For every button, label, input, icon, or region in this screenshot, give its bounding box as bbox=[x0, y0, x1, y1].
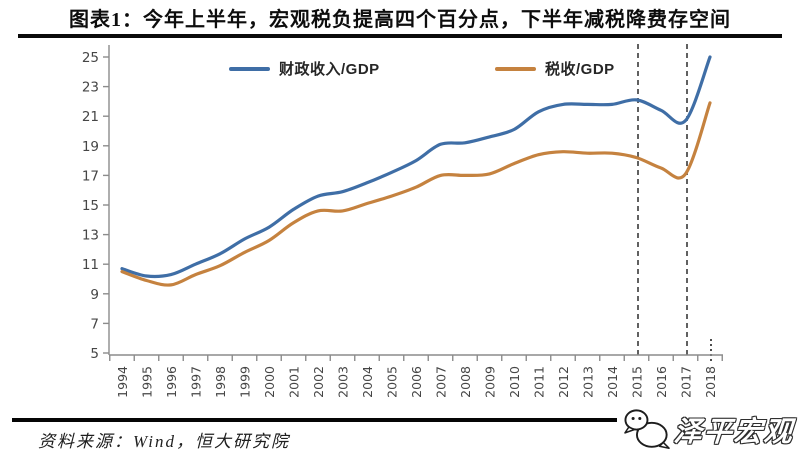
legend-item-fiscal: 财政收入/GDP bbox=[229, 58, 380, 79]
fiscal-line-swatch bbox=[229, 66, 270, 71]
svg-text:2018: 2018 bbox=[703, 366, 718, 398]
svg-text:2015: 2015 bbox=[630, 366, 645, 398]
title-divider bbox=[18, 34, 782, 38]
svg-text:2011: 2011 bbox=[532, 366, 547, 398]
svg-text:2017: 2017 bbox=[679, 366, 694, 398]
svg-text:1997: 1997 bbox=[189, 366, 204, 398]
svg-text:21: 21 bbox=[82, 109, 99, 125]
svg-text:5: 5 bbox=[90, 346, 99, 362]
svg-text:2000: 2000 bbox=[262, 366, 277, 398]
svg-text:23: 23 bbox=[82, 80, 99, 96]
svg-text:2007: 2007 bbox=[434, 366, 449, 398]
svg-text:25: 25 bbox=[82, 50, 99, 66]
svg-text:2006: 2006 bbox=[409, 366, 424, 398]
svg-text:13: 13 bbox=[82, 228, 99, 244]
svg-text:2001: 2001 bbox=[287, 366, 302, 398]
svg-text:2014: 2014 bbox=[605, 366, 620, 398]
svg-text:1998: 1998 bbox=[213, 366, 228, 398]
svg-text:1995: 1995 bbox=[140, 366, 155, 398]
svg-text:2009: 2009 bbox=[483, 366, 498, 398]
svg-text:2002: 2002 bbox=[311, 366, 326, 398]
svg-text:2005: 2005 bbox=[385, 366, 400, 398]
svg-text:15: 15 bbox=[82, 198, 99, 214]
svg-text:2008: 2008 bbox=[458, 366, 473, 398]
speech-bubbles-icon bbox=[624, 409, 670, 449]
source-note: 资料来源：Wind，恒大研究院 bbox=[38, 432, 290, 451]
svg-text:17: 17 bbox=[82, 168, 99, 184]
legend-label-fiscal: 财政收入/GDP bbox=[279, 61, 380, 78]
svg-text:11: 11 bbox=[82, 257, 99, 273]
chart-title: 图表1：今年上半年，宏观税负提高四个百分点，下半年减税降费存空间 bbox=[69, 9, 731, 31]
svg-text:1999: 1999 bbox=[238, 366, 253, 398]
svg-text:1996: 1996 bbox=[164, 366, 179, 398]
watermark: 泽平宏观 bbox=[616, 399, 798, 461]
footer-divider bbox=[12, 418, 790, 422]
svg-text:2012: 2012 bbox=[556, 366, 571, 398]
svg-text:1994: 1994 bbox=[115, 366, 130, 398]
line-chart: 5 7 9 11 13 15 17 19 21 23 25 1994 1995 1996 1997 1998 1… bbox=[82, 44, 723, 398]
svg-text:2003: 2003 bbox=[336, 366, 351, 398]
tax-line-swatch bbox=[495, 66, 536, 71]
svg-text:2010: 2010 bbox=[507, 366, 522, 398]
svg-text:2004: 2004 bbox=[360, 366, 375, 398]
legend-item-tax: 税收/GDP bbox=[495, 58, 615, 79]
watermark-text: 泽平宏观 bbox=[672, 416, 795, 447]
svg-text:19: 19 bbox=[82, 139, 99, 155]
svg-text:7: 7 bbox=[90, 316, 99, 332]
legend-label-tax: 税收/GDP bbox=[545, 61, 615, 78]
svg-text:2013: 2013 bbox=[581, 366, 596, 398]
svg-text:9: 9 bbox=[90, 287, 99, 303]
svg-text:2016: 2016 bbox=[654, 366, 669, 398]
